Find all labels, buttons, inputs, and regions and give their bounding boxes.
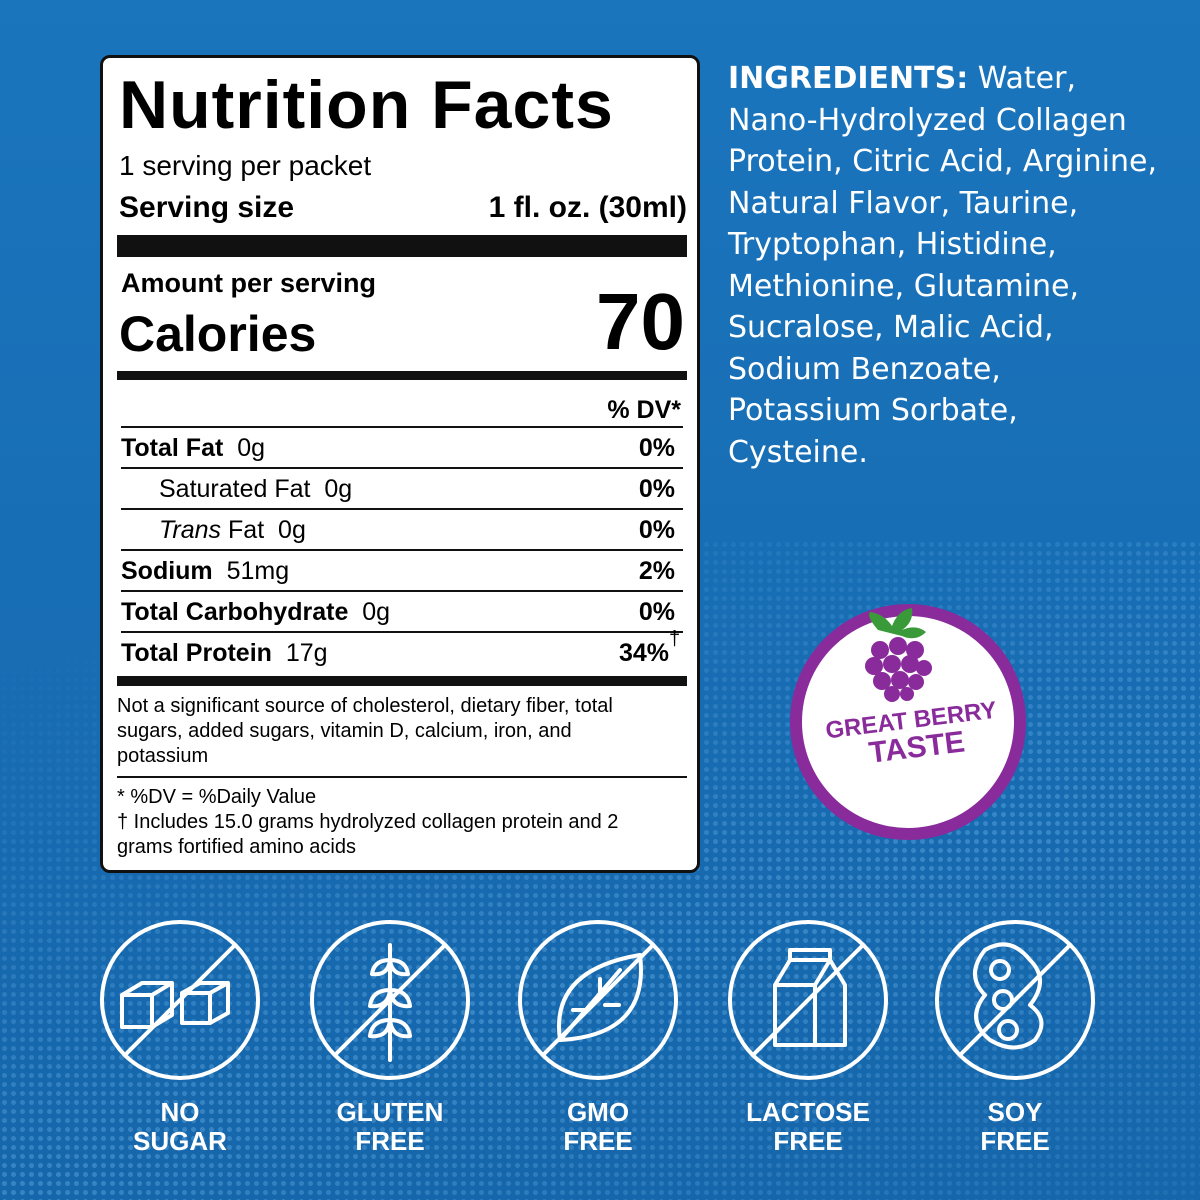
footnote: Not a significant source of cholesterol,… [117, 695, 613, 767]
label-line: LACTOSE [746, 1097, 870, 1127]
label-line: FREE [355, 1126, 425, 1156]
divider [117, 776, 687, 778]
icon-label: SOY FREE [915, 1098, 1115, 1156]
label-line: FREE [980, 1126, 1050, 1156]
label-line: FREE [773, 1126, 843, 1156]
nutrient: Saturated Fat [159, 475, 311, 503]
amount: 0g [324, 475, 353, 503]
label-line: GMO [566, 1097, 630, 1127]
label-line: FREE [563, 1126, 633, 1156]
label-line: SUGAR [133, 1126, 227, 1156]
dv: 2% [638, 557, 675, 585]
ingredients-text: Water, Nano-Hydrolyzed Collagen Protein,… [728, 61, 1157, 470]
divider [117, 676, 687, 686]
ingredients: INGREDIENTS: Water, Nano-Hydrolyzed Coll… [728, 58, 1158, 473]
gluten-free-icon [310, 920, 470, 1080]
icon-label: LACTOSE FREE [708, 1098, 908, 1156]
nutrient-row: Total Fat 0g 0% [121, 426, 683, 469]
label-line: SOY [987, 1097, 1043, 1127]
dv: 0% [638, 434, 675, 462]
nutrition-panel: Nutrition Facts 1 serving per packet Ser… [100, 55, 700, 873]
ingredients-label: INGREDIENTS: [728, 61, 969, 96]
calories-value: 70 [596, 277, 685, 366]
amount: 17g [285, 639, 328, 667]
gmo-free-icon [518, 920, 678, 1080]
icon-label: NO SUGAR [80, 1098, 280, 1156]
nutrient: Total Fat [121, 434, 224, 462]
dv: 34% † [618, 628, 680, 673]
icon-label: GLUTEN FREE [290, 1098, 490, 1156]
divider [117, 371, 687, 380]
nutrient: Total Carbohydrate [121, 598, 349, 626]
dv: 0% [638, 475, 675, 503]
nutrient: Fat [228, 516, 265, 544]
serving-size-value: 1 fl. oz. (30ml) [488, 191, 687, 224]
dv-header: % DV* [607, 396, 681, 424]
note: † Includes 15.0 grams hydrolyzed collage… [117, 811, 619, 858]
amount: 0g [362, 598, 391, 626]
note: * %DV = %Daily Value [117, 786, 317, 808]
servings: 1 serving per packet [119, 150, 372, 181]
no-sugar-icon [100, 920, 260, 1080]
amount: 0g [237, 434, 266, 462]
nutrient-italic: Trans [159, 516, 222, 544]
title: Nutrition Facts [119, 67, 614, 143]
icons [100, 920, 1095, 1080]
nutrient: Sodium [121, 557, 213, 585]
label-line: NO [160, 1097, 200, 1127]
dv-value: 34% [618, 639, 669, 667]
badge: GREAT BERRY TASTE [790, 604, 1026, 840]
lactose-free-icon [728, 920, 888, 1080]
amount: 51mg [226, 557, 290, 585]
nutrient-row: Saturated Fat 0g 0% [121, 467, 683, 510]
nutrient-row: Trans Fat 0g 0% [121, 508, 683, 551]
nutrient-row: Sodium 51mg 2% [121, 549, 683, 592]
dv: 0% [638, 598, 675, 626]
nutrient-row: Total Carbohydrate 0g 0% [121, 590, 683, 633]
nutrient: Total Protein [121, 639, 272, 667]
divider [117, 235, 687, 257]
amount: 0g [278, 516, 306, 544]
serving-size-label: Serving size [119, 191, 295, 224]
icon-label: GMO FREE [498, 1098, 698, 1156]
label-line: GLUTEN [336, 1097, 444, 1127]
nutrient-row: Total Protein 17g 34% † [121, 628, 683, 674]
dagger: † [669, 628, 681, 650]
soy-free-icon [935, 920, 1095, 1080]
dv: 0% [638, 516, 675, 544]
amount-label: Amount per serving [121, 268, 377, 298]
calories-label: Calories [119, 306, 317, 362]
